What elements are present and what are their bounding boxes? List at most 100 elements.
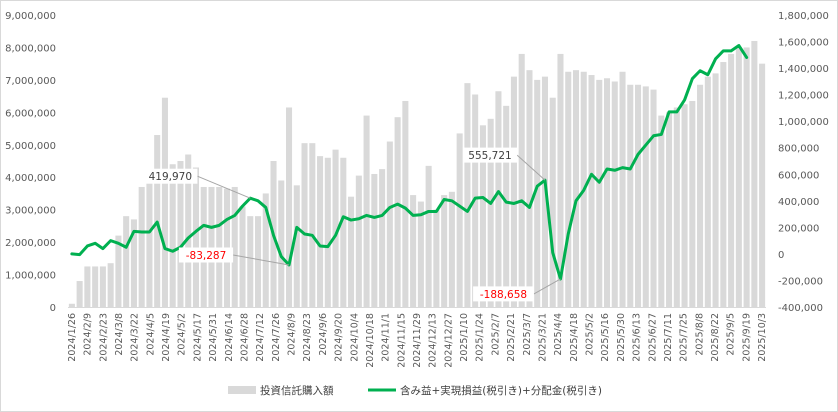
left-tick-label: 6,000,000 xyxy=(5,108,56,119)
bar-3 xyxy=(92,266,99,307)
bar-81 xyxy=(697,84,704,307)
bar-37 xyxy=(355,175,362,307)
x-tick-label: 2025/8/22 xyxy=(710,313,721,362)
x-tick-label: 2025/8/8 xyxy=(694,313,705,356)
bar-15 xyxy=(185,154,192,307)
left-tick-label: 1,000,000 xyxy=(5,271,56,282)
bar-25 xyxy=(262,193,269,307)
legend: 投資信託購入額 含み益+実現損益(税引き)+分配金(税引き) xyxy=(228,384,602,397)
x-tick-label: 2025/4/4 xyxy=(553,313,564,356)
bar-0 xyxy=(68,303,75,307)
x-tick-label: 2024/4/19 xyxy=(161,313,172,362)
right-tick-label: 800,000 xyxy=(778,144,819,155)
x-tick-label: 2024/2/9 xyxy=(83,313,94,356)
bar-64 xyxy=(565,71,572,307)
annotations-layer: 419,970 -83,287 555,721 -188,658 xyxy=(143,147,561,302)
left-tick-label: 5,000,000 xyxy=(5,141,56,152)
bar-47 xyxy=(433,209,440,307)
bar-87 xyxy=(743,47,750,307)
x-tick-label: 2024/5/31 xyxy=(208,313,219,362)
bar-24 xyxy=(254,216,262,307)
right-tick-label: 1,000,000 xyxy=(778,117,829,128)
annotation-label: 419,970 xyxy=(149,171,192,183)
bar-57 xyxy=(510,76,517,307)
bar-45 xyxy=(417,201,424,307)
bar-6 xyxy=(115,235,122,307)
bar-49 xyxy=(448,191,455,307)
left-tick-label: 9,000,000 xyxy=(5,11,56,22)
bar-63 xyxy=(557,53,564,308)
bar-33 xyxy=(324,157,331,307)
bar-12 xyxy=(161,97,168,307)
x-tick-label: 2025/6/13 xyxy=(632,313,643,362)
annotation-box xyxy=(178,247,234,263)
bar-38 xyxy=(363,115,370,307)
left-tick-label: 0 xyxy=(50,303,56,314)
x-tick-label: 2025/1/10 xyxy=(459,313,470,362)
bar-70 xyxy=(611,81,618,307)
bar-29 xyxy=(293,185,300,307)
x-tick-label: 2025/5/2 xyxy=(585,313,596,356)
bar-85 xyxy=(728,53,735,308)
bar-30 xyxy=(301,143,308,307)
x-tick-label: 2024/1/26 xyxy=(67,313,78,362)
bar-51 xyxy=(464,83,471,307)
bar-23 xyxy=(247,216,254,307)
bar-86 xyxy=(735,47,742,307)
bar-76 xyxy=(658,115,665,307)
annotation-label: -188,658 xyxy=(480,289,527,301)
x-tick-label: 2025/9/5 xyxy=(726,313,737,356)
x-tick-label: 2025/7/11 xyxy=(663,313,674,362)
x-tick-label: 2024/12/13 xyxy=(428,313,439,368)
bar-28 xyxy=(286,107,293,307)
x-tick-label: 2024/6/28 xyxy=(239,313,250,362)
bar-8 xyxy=(130,219,137,307)
bar-80 xyxy=(689,100,696,307)
bar-84 xyxy=(720,62,727,307)
x-tick-label: 2024/7/26 xyxy=(271,313,282,362)
bar-27 xyxy=(278,180,285,307)
x-tick-label: 2024/8/9 xyxy=(287,313,298,356)
right-tick-label: 1,600,000 xyxy=(778,38,829,49)
left-tick-label: 2,000,000 xyxy=(5,238,56,249)
x-tick-label: 2025/7/25 xyxy=(679,313,690,362)
x-tick-label: 2025/9/19 xyxy=(741,313,752,362)
bar-75 xyxy=(650,89,657,308)
bar-34 xyxy=(332,149,339,307)
bar-79 xyxy=(681,104,688,307)
bar-31 xyxy=(309,143,316,307)
legend-label-bar: 投資信託購入額 xyxy=(260,384,334,397)
bar-42 xyxy=(394,117,401,307)
x-tick-label: 2024/10/4 xyxy=(349,313,360,362)
annotation-box xyxy=(143,168,198,184)
annotation-leader xyxy=(533,278,561,295)
annotation-leader xyxy=(197,175,251,199)
left-tick-label: 7,000,000 xyxy=(5,76,56,87)
x-tick-label: 2024/11/29 xyxy=(412,313,423,368)
annotation-leader xyxy=(516,154,546,181)
x-tick-label: 2024/9/6 xyxy=(318,313,329,356)
bar-59 xyxy=(526,70,533,307)
bar-44 xyxy=(410,195,417,307)
left-tick-label: 3,000,000 xyxy=(5,206,56,217)
bar-88 xyxy=(751,40,758,308)
bar-2 xyxy=(84,266,91,307)
x-tick-label: 2025/10/3 xyxy=(757,313,768,362)
bar-71 xyxy=(619,71,626,307)
x-tick-label: 2024/11/15 xyxy=(396,313,407,368)
right-axis: -400,000 -200,000 0 200,000 400,000 600,000 80… xyxy=(778,11,829,314)
bar-82 xyxy=(704,76,711,307)
bar-18 xyxy=(208,186,215,307)
right-tick-label: 600,000 xyxy=(778,170,819,181)
annotation-box xyxy=(473,286,534,302)
bar-7 xyxy=(123,216,130,307)
bar-60 xyxy=(534,79,541,307)
bar-32 xyxy=(317,156,324,307)
bar-35 xyxy=(340,157,347,307)
bar-16 xyxy=(192,167,199,307)
bar-55 xyxy=(495,91,502,308)
bar-4 xyxy=(99,266,106,307)
bar-41 xyxy=(386,141,393,307)
x-tick-label: 2024/10/18 xyxy=(365,313,376,368)
